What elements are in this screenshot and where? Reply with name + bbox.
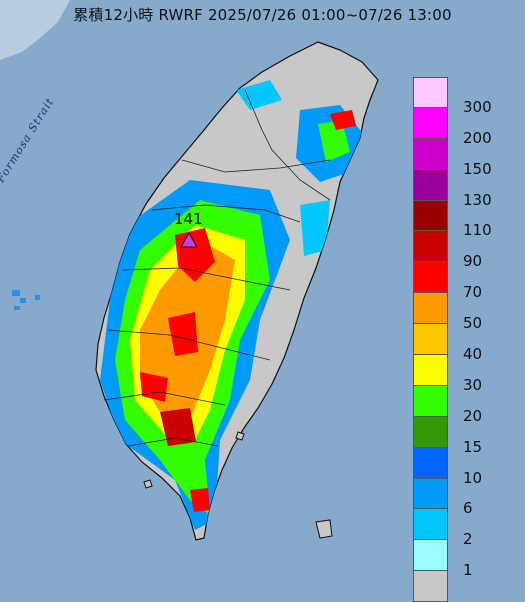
max-value-label: 141 bbox=[174, 210, 203, 228]
legend-swatch bbox=[413, 447, 448, 479]
map-title: 累積12小時 RWRF 2025/07/26 01:00~07/26 13:00 bbox=[73, 6, 452, 24]
legend-swatch bbox=[413, 324, 448, 356]
legend-row: 70 bbox=[413, 262, 511, 301]
legend-label: 6 bbox=[463, 499, 473, 518]
legend-swatch bbox=[413, 478, 448, 510]
legend-label: 2 bbox=[463, 530, 473, 549]
legend-row: 90 bbox=[413, 231, 511, 270]
legend-swatch bbox=[413, 571, 448, 602]
legend-row: 30 bbox=[413, 355, 511, 394]
legend-swatch bbox=[413, 231, 448, 263]
legend-swatch bbox=[413, 293, 448, 325]
legend-label: 110 bbox=[463, 221, 492, 240]
legend-label: 15 bbox=[463, 437, 483, 456]
legend-label: 300 bbox=[463, 97, 492, 116]
legend-row: 1 bbox=[413, 540, 511, 579]
legend-row: 150 bbox=[413, 138, 511, 178]
legend-swatch bbox=[413, 262, 448, 294]
china-coast bbox=[0, 0, 70, 60]
rainfall-legend: 300 200 150 130 110 90 70 50 40 30 20 15 10 6 2 1 bbox=[413, 77, 511, 602]
legend-label: 20 bbox=[463, 406, 483, 425]
county-boundaries bbox=[103, 89, 331, 447]
legend-swatch bbox=[413, 509, 448, 541]
legend-label: 50 bbox=[463, 314, 483, 333]
legend-label: 150 bbox=[463, 159, 492, 178]
legend-row: 6 bbox=[413, 478, 511, 517]
legend-swatch bbox=[413, 200, 448, 232]
legend-row: 130 bbox=[413, 169, 511, 209]
legend-swatch bbox=[413, 138, 448, 170]
legend-row: 110 bbox=[413, 200, 511, 239]
legend-swatch bbox=[413, 416, 448, 448]
legend-label: 200 bbox=[463, 128, 492, 147]
legend-label: 90 bbox=[463, 252, 483, 271]
xiaoliuqiu-island bbox=[235, 431, 245, 441]
legend-label: 1 bbox=[463, 561, 473, 580]
legend-swatch bbox=[413, 540, 448, 572]
legend-label: 130 bbox=[463, 190, 492, 209]
legend-label: 10 bbox=[463, 468, 483, 487]
orchid-island bbox=[143, 479, 153, 489]
legend-row: 10 bbox=[413, 447, 511, 487]
legend-row: 40 bbox=[413, 324, 511, 363]
legend-row: 20 bbox=[413, 385, 511, 425]
legend-swatch bbox=[413, 169, 448, 201]
legend-row: 200 bbox=[413, 107, 511, 147]
legend-label: 40 bbox=[463, 345, 483, 364]
penghu-islands bbox=[12, 290, 40, 310]
legend-row: 50 bbox=[413, 293, 511, 332]
legend-row: 15 bbox=[413, 416, 511, 456]
legend-swatch bbox=[413, 107, 448, 139]
max-value-marker-icon bbox=[180, 232, 198, 248]
legend-swatch bbox=[413, 77, 448, 108]
legend-row bbox=[413, 571, 511, 602]
legend-label: 70 bbox=[463, 283, 483, 302]
legend-row: 300 bbox=[413, 77, 511, 116]
legend-label: 30 bbox=[463, 375, 483, 394]
legend-swatch bbox=[413, 385, 448, 417]
legend-swatch bbox=[413, 355, 448, 386]
legend-row: 2 bbox=[413, 509, 511, 548]
green-island bbox=[315, 519, 333, 539]
